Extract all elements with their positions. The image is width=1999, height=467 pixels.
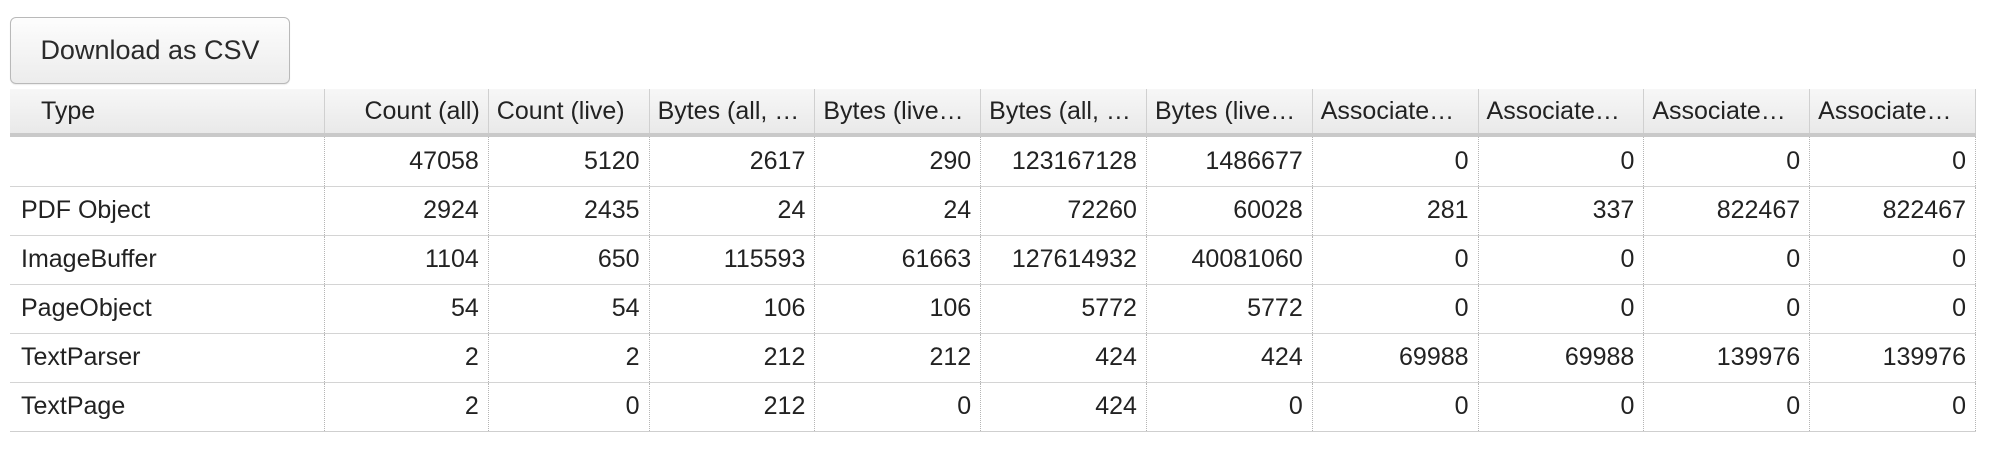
value-cell: 0 — [1146, 382, 1313, 432]
value-cell: 2617 — [649, 135, 816, 187]
value-cell: 69988 — [1312, 333, 1479, 383]
header-row: Type Count (all) Count (live) Bytes (all… — [10, 89, 1976, 137]
value-cell: 5772 — [1146, 284, 1313, 334]
table-body: 47058 5120 2617 290 123167128 1486677 0 0 0 0 PDF … — [10, 135, 1976, 432]
value-cell: 0 — [1809, 284, 1976, 334]
value-cell: 822467 — [1809, 186, 1976, 236]
value-cell: 2 — [488, 333, 650, 383]
column-header-type[interactable]: Type — [10, 89, 326, 137]
value-cell: 424 — [1146, 333, 1313, 383]
column-header-bytes-live-2[interactable]: Bytes (live… — [1146, 89, 1313, 137]
value-cell: 5120 — [488, 135, 650, 187]
value-cell: 337 — [1478, 186, 1645, 236]
column-header-bytes-live-1[interactable]: Bytes (live… — [814, 89, 982, 137]
data-grid: Type Count (all) Count (live) Bytes (all… — [10, 89, 1976, 432]
value-cell: 54 — [488, 284, 650, 334]
table-row[interactable]: TextPage 2 0 212 0 424 0 0 0 0 0 — [10, 382, 1976, 432]
value-cell: 0 — [1478, 235, 1645, 285]
type-cell: ImageBuffer — [10, 235, 326, 285]
column-header-associated-1[interactable]: Associate… — [1312, 89, 1479, 137]
value-cell: 1104 — [324, 235, 489, 285]
table-row[interactable]: ImageBuffer 1104 650 115593 61663 127614932 40… — [10, 235, 1976, 285]
value-cell: 0 — [1643, 135, 1811, 187]
value-cell: 47058 — [324, 135, 489, 187]
value-cell: 127614932 — [980, 235, 1147, 285]
column-header-count-live[interactable]: Count (live) — [488, 89, 650, 137]
column-header-associated-3[interactable]: Associate… — [1643, 89, 1811, 137]
type-cell — [10, 135, 326, 187]
type-cell: TextPage — [10, 382, 326, 432]
value-cell: 0 — [1312, 284, 1479, 334]
value-cell: 61663 — [814, 235, 982, 285]
column-header-associated-4[interactable]: Associate… — [1809, 89, 1976, 137]
value-cell: 2924 — [324, 186, 489, 236]
table-header: Type Count (all) Count (live) Bytes (all… — [10, 89, 1976, 137]
type-cell: TextParser — [10, 333, 326, 383]
value-cell: 24 — [814, 186, 982, 236]
value-cell: 2435 — [488, 186, 650, 236]
value-cell: 24 — [649, 186, 816, 236]
value-cell: 60028 — [1146, 186, 1313, 236]
value-cell: 139976 — [1809, 333, 1976, 383]
value-cell: 2 — [324, 382, 489, 432]
value-cell: 0 — [1809, 235, 1976, 285]
value-cell: 69988 — [1478, 333, 1645, 383]
value-cell: 0 — [1643, 382, 1811, 432]
value-cell: 115593 — [649, 235, 816, 285]
value-cell: 0 — [814, 382, 982, 432]
value-cell: 54 — [324, 284, 489, 334]
column-header-bytes-all-2[interactable]: Bytes (all, … — [980, 89, 1147, 137]
value-cell: 5772 — [980, 284, 1147, 334]
value-cell: 123167128 — [980, 135, 1147, 187]
value-cell: 212 — [649, 382, 816, 432]
value-cell: 106 — [814, 284, 982, 334]
value-cell: 822467 — [1643, 186, 1811, 236]
value-cell: 0 — [1478, 135, 1645, 187]
value-cell: 2 — [324, 333, 489, 383]
value-cell: 1486677 — [1146, 135, 1313, 187]
value-cell: 424 — [980, 382, 1147, 432]
column-header-bytes-all-1[interactable]: Bytes (all, … — [649, 89, 816, 137]
column-header-count-all[interactable]: Count (all) — [324, 89, 489, 137]
value-cell: 281 — [1312, 186, 1479, 236]
value-cell: 139976 — [1643, 333, 1811, 383]
download-csv-button[interactable]: Download as CSV — [10, 17, 290, 84]
table-row[interactable]: PageObject 54 54 106 106 5772 5772 0 0 0 0 — [10, 284, 1976, 334]
value-cell: 0 — [1643, 235, 1811, 285]
table-row[interactable]: PDF Object 2924 2435 24 24 72260 60028 281 337 82… — [10, 186, 1976, 236]
value-cell: 0 — [1312, 235, 1479, 285]
column-header-associated-2[interactable]: Associate… — [1478, 89, 1645, 137]
value-cell: 212 — [649, 333, 816, 383]
value-cell: 650 — [488, 235, 650, 285]
value-cell: 0 — [1809, 135, 1976, 187]
value-cell: 40081060 — [1146, 235, 1313, 285]
value-cell: 0 — [1643, 284, 1811, 334]
value-cell: 0 — [1478, 284, 1645, 334]
type-cell: PDF Object — [10, 186, 326, 236]
type-stats-table: Type Count (all) Count (live) Bytes (all… — [10, 89, 1976, 432]
table-row[interactable]: 47058 5120 2617 290 123167128 1486677 0 0 0 0 — [10, 135, 1976, 187]
value-cell: 0 — [1809, 382, 1976, 432]
value-cell: 106 — [649, 284, 816, 334]
value-cell: 290 — [814, 135, 982, 187]
value-cell: 212 — [814, 333, 982, 383]
value-cell: 0 — [1312, 135, 1479, 187]
table-row[interactable]: TextParser 2 2 212 212 424 424 69988 69988 139976… — [10, 333, 1976, 383]
value-cell: 72260 — [980, 186, 1147, 236]
value-cell: 0 — [1478, 382, 1645, 432]
type-cell: PageObject — [10, 284, 326, 334]
value-cell: 0 — [488, 382, 650, 432]
value-cell: 424 — [980, 333, 1147, 383]
value-cell: 0 — [1312, 382, 1479, 432]
